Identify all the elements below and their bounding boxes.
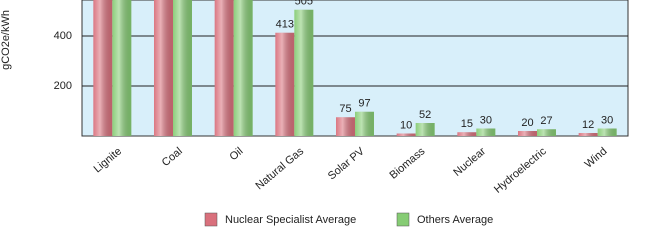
x-tick-label: Hydroelectric [492, 145, 549, 196]
bar-shine [578, 133, 598, 136]
value-label: 52 [419, 109, 431, 121]
y-tick-label: 200 [54, 80, 72, 92]
bar-shine [537, 129, 556, 136]
legend-swatch [396, 212, 410, 227]
bar-shine [214, 0, 234, 136]
value-label: 12 [582, 119, 594, 131]
bar-shine [476, 128, 496, 136]
legend-label: Others Average [417, 214, 493, 226]
bar-shine [396, 133, 416, 136]
bar-shine [275, 32, 295, 136]
bar-shine [233, 0, 253, 136]
value-label: 30 [480, 114, 492, 126]
value-label: 30 [601, 114, 613, 126]
value-label: 27 [540, 115, 552, 127]
bar-shine [112, 0, 132, 136]
y-tick-label: 400 [54, 30, 72, 42]
value-label: 97 [358, 98, 370, 110]
x-tick-label: Biomass [387, 145, 427, 182]
bar-shine [336, 117, 355, 136]
bar-shine [294, 9, 314, 136]
value-label: 75 [339, 103, 351, 115]
legend-swatch [204, 212, 218, 227]
x-tick-label: Coal [160, 145, 185, 169]
bar-shine [154, 0, 173, 136]
bar-shine [415, 123, 435, 136]
bar-shine [518, 131, 537, 136]
bar-shine [355, 111, 374, 136]
value-label: 20 [521, 117, 533, 129]
legend-label: Nuclear Specialist Average [225, 214, 356, 226]
y-axis-label: gCO2e/kWh [0, 10, 12, 70]
x-tick-label: Solar PV [326, 145, 367, 183]
x-tick-label: Oil [227, 145, 245, 163]
x-tick-label: Nuclear [451, 145, 488, 179]
value-label: 413 [276, 19, 294, 31]
bar-shine [173, 0, 192, 136]
value-label: 15 [461, 118, 473, 130]
bar-shine [597, 128, 617, 136]
value-label: 10 [400, 119, 412, 131]
x-tick-label: Lignite [92, 145, 125, 175]
bar-shine [457, 132, 477, 136]
x-tick-label: Natural Gas [253, 145, 306, 192]
x-tick-label: Wind [583, 145, 610, 170]
bar-shine [93, 0, 113, 136]
value-label: 505 [295, 0, 313, 8]
